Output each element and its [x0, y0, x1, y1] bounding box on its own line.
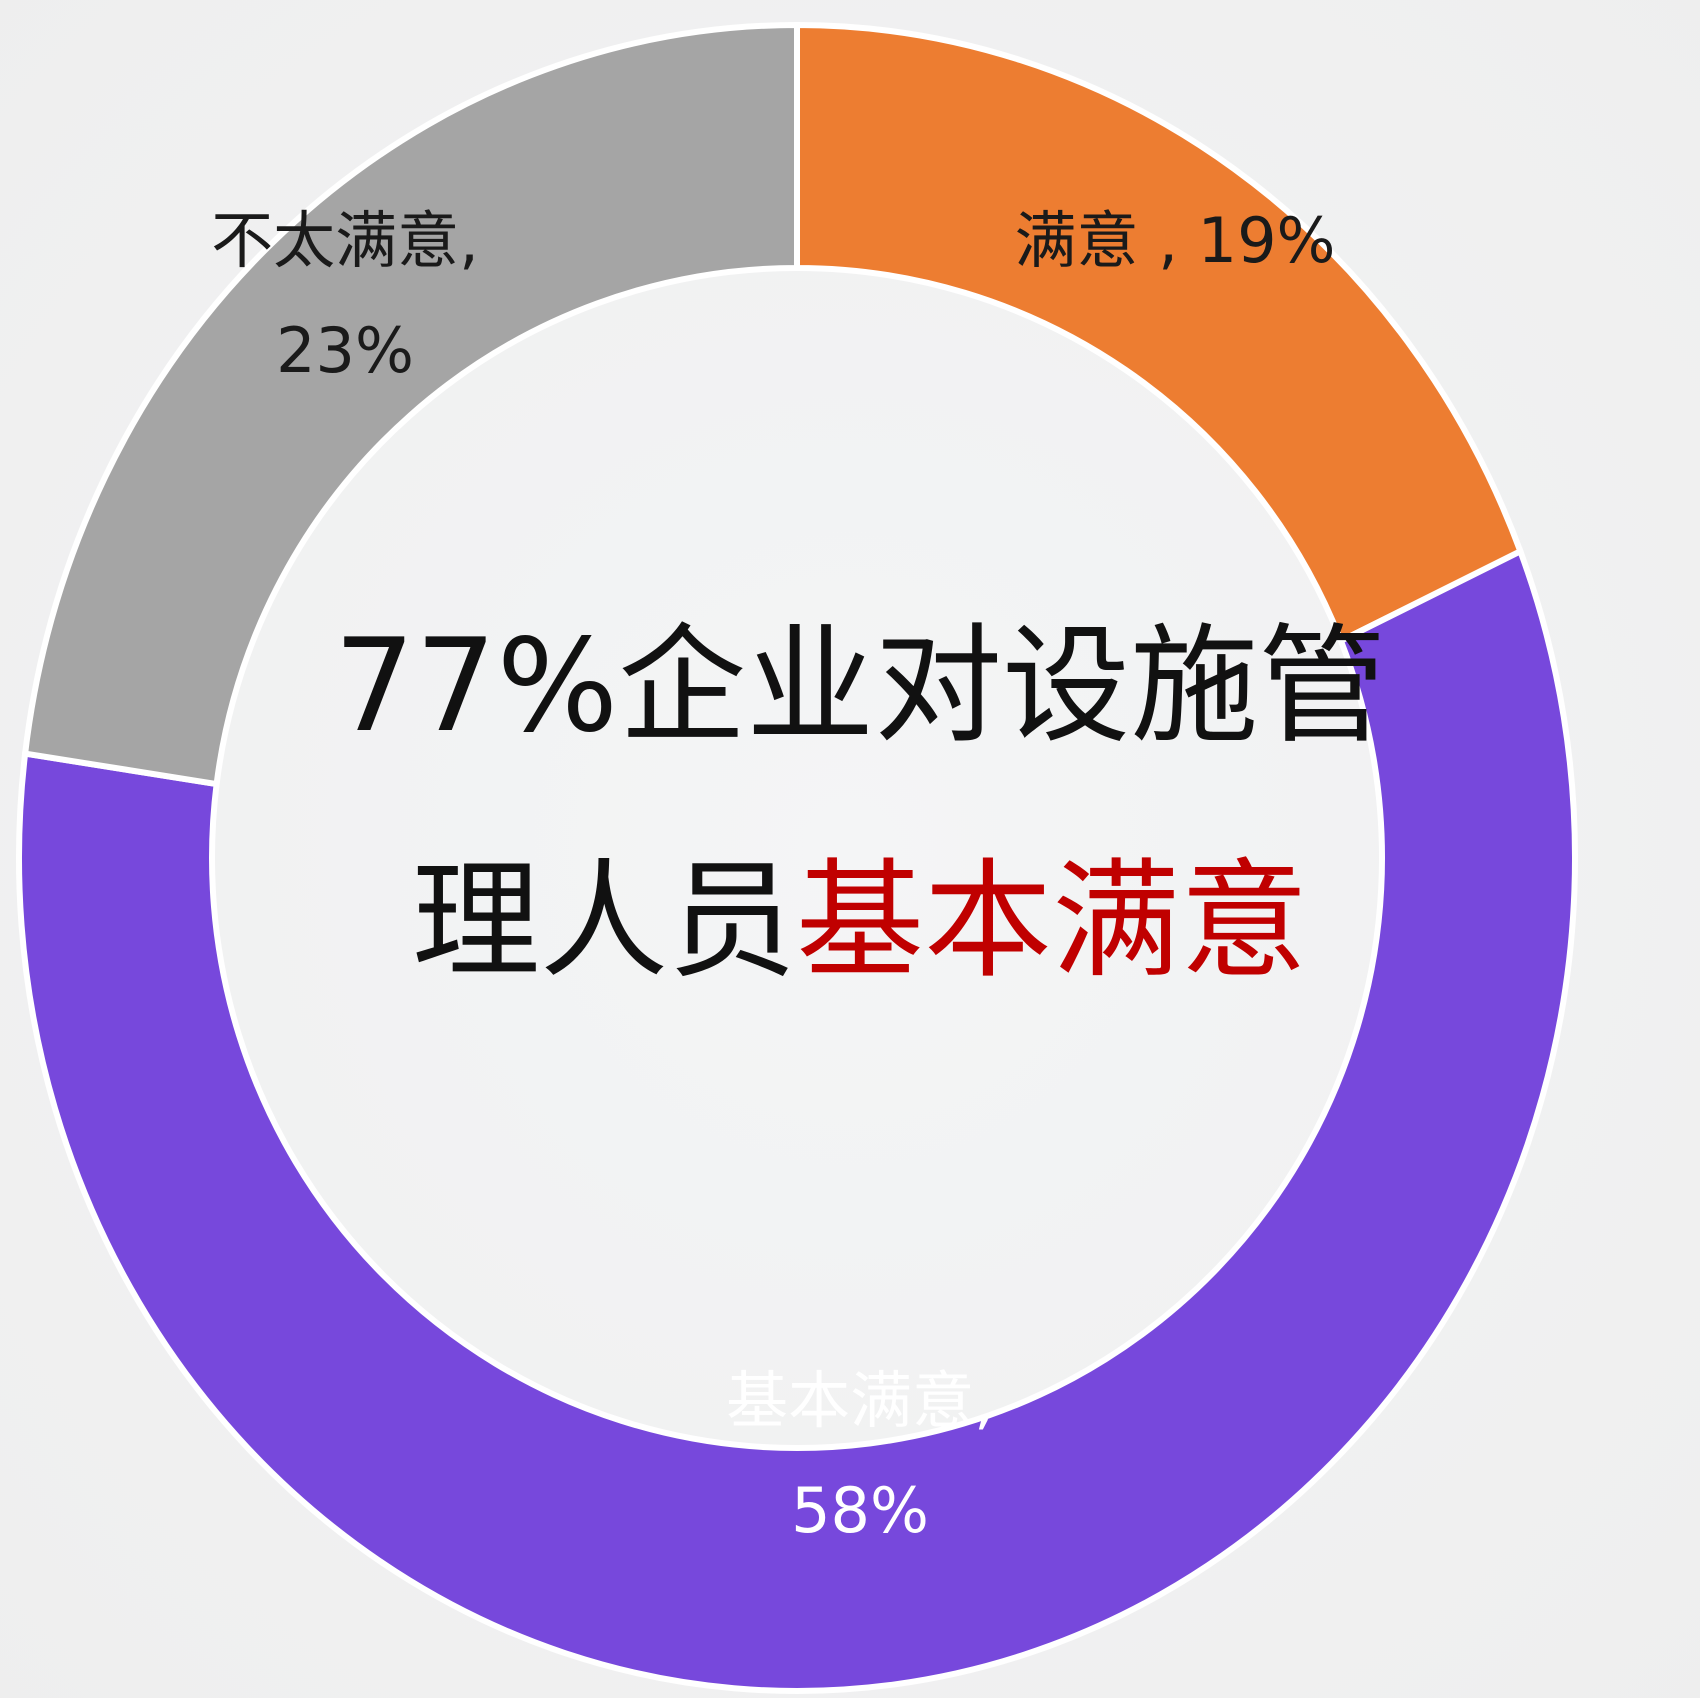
center-text: 理人员 [412, 847, 796, 996]
data-label: 23% [276, 314, 414, 387]
center-line: 77%企业对设施管 [334, 612, 1387, 761]
center-line: 理人员基本满意 [412, 847, 1308, 996]
data-label: 58% [791, 1474, 929, 1547]
data-label: 不太满意, [211, 204, 479, 277]
labels: 满意 , 19% 基本满意, 58% 不太满意, 23% [211, 204, 1335, 1547]
data-label: 基本满意, [726, 1364, 994, 1437]
segment [794, 21, 1525, 645]
center-highlight: 基本满意 [796, 847, 1308, 996]
donut [16, 21, 1578, 1694]
segment [21, 21, 800, 788]
segment [16, 547, 1578, 1694]
data-label: 满意 , 19% [1015, 204, 1336, 277]
